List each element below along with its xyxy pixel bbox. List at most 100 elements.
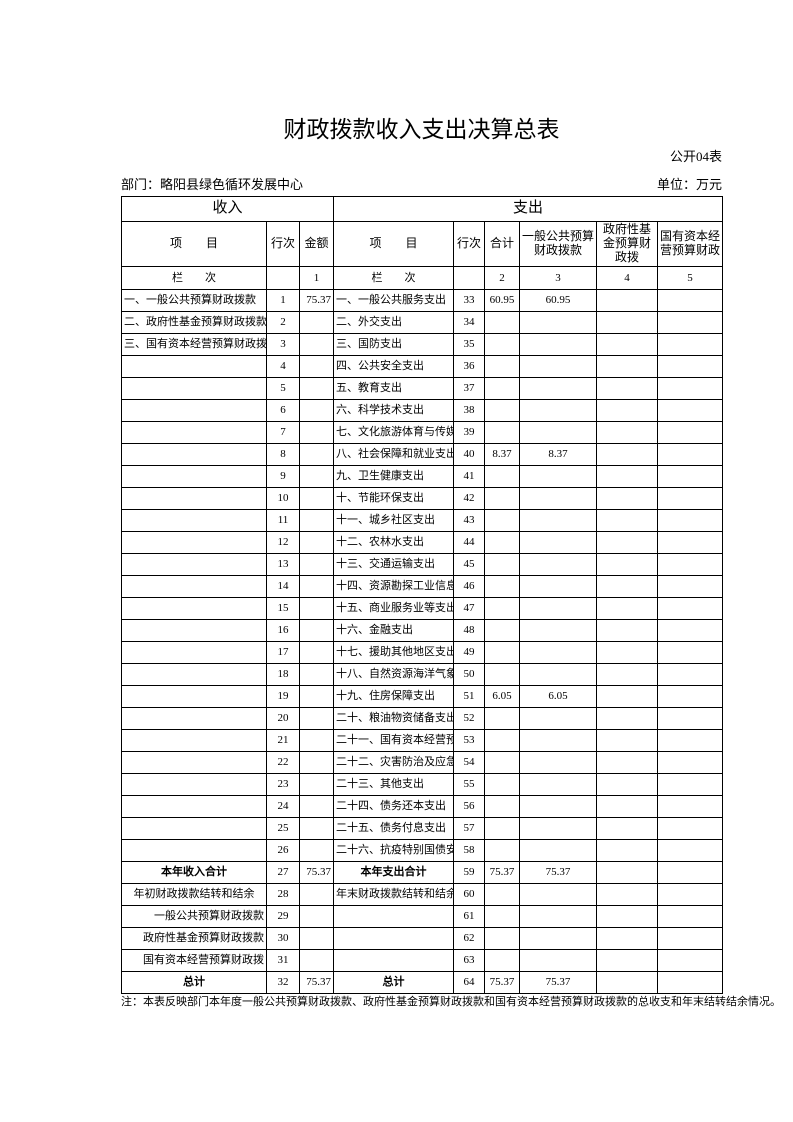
cell <box>299 311 334 334</box>
table-row: 4 四、公共安全支出 36 <box>121 355 724 378</box>
cell <box>299 751 334 774</box>
cell <box>121 663 267 686</box>
cell <box>121 729 267 752</box>
cell <box>484 553 520 576</box>
cell: 合计 <box>484 221 520 267</box>
cell: 39 <box>453 421 485 444</box>
cell <box>519 773 597 796</box>
cell: 政府性基金预算财政拨 <box>596 221 658 267</box>
cell <box>656 685 724 708</box>
cell <box>519 729 597 752</box>
cell: 四、公共安全支出 <box>333 355 454 378</box>
cell: 28 <box>266 883 300 906</box>
cell: 6 <box>266 399 300 422</box>
cell: 5 <box>656 266 724 290</box>
cell <box>519 707 597 730</box>
cell: 51 <box>453 685 485 708</box>
cell: 年初财政拨款结转和结余 <box>121 883 267 906</box>
table-row: 23 二十三、其他支出 55 <box>121 773 724 796</box>
cell <box>121 421 267 444</box>
cell: 二十、粮油物资储备支出 <box>333 707 454 730</box>
cell: 62 <box>453 927 485 950</box>
cell: 二、外交支出 <box>333 311 454 334</box>
cell <box>484 949 520 972</box>
cell: 8.37 <box>484 443 520 466</box>
cell: 8 <box>266 443 300 466</box>
cell <box>299 619 334 642</box>
cell <box>519 377 597 400</box>
table-row: 24 二十四、债务还本支出 56 <box>121 795 724 818</box>
table-row: 16 十六、金融支出 48 <box>121 619 724 642</box>
cell: 33 <box>453 289 485 312</box>
cell <box>333 949 454 972</box>
cell: 22 <box>266 751 300 774</box>
cell: 60 <box>453 883 485 906</box>
cell <box>519 311 597 334</box>
cell <box>596 289 658 312</box>
cell: 2 <box>266 311 300 334</box>
cell: 45 <box>453 553 485 576</box>
cell <box>596 509 658 532</box>
cell: 43 <box>453 509 485 532</box>
cell: 行次 <box>453 221 485 267</box>
cell <box>519 355 597 378</box>
cell <box>656 553 724 576</box>
table-row: 12 十二、农林水支出 44 <box>121 531 724 554</box>
cell <box>596 817 658 840</box>
cell: 13 <box>266 553 300 576</box>
cell: 41 <box>453 465 485 488</box>
cell: 63 <box>453 949 485 972</box>
cell <box>656 487 724 510</box>
cell <box>656 773 724 796</box>
cell <box>299 685 334 708</box>
cell: 6.05 <box>484 685 520 708</box>
cell <box>596 311 658 334</box>
cell: 11 <box>266 509 300 532</box>
cell <box>596 487 658 510</box>
cell <box>656 575 724 598</box>
cell: 二十三、其他支出 <box>333 773 454 796</box>
cell: 总计 <box>121 971 267 994</box>
cell <box>484 773 520 796</box>
table-row: 总计 32 75.37 总计 64 75.37 75.37 <box>121 971 724 994</box>
table-body: 收入 支出 项 目行次 金额项 目行次 合计 一般公共预算财政拨款 政府性基金预算财政拨… <box>121 196 724 994</box>
table-row: 18 十八、自然资源海洋气象等50 <box>121 663 724 686</box>
cell <box>484 311 520 334</box>
cell: 24 <box>266 795 300 818</box>
cell <box>596 597 658 620</box>
cell: 十、节能环保支出 <box>333 487 454 510</box>
cell <box>519 619 597 642</box>
cell: 本年支出合计 <box>333 861 454 884</box>
cell: 46 <box>453 575 485 598</box>
cell: 3 <box>519 266 597 290</box>
cell <box>484 641 520 664</box>
table-row: 本年收入合计 27 75.37 本年支出合计 59 75.37 75.37 <box>121 861 724 884</box>
table-row: 17 十七、援助其他地区支出 49 <box>121 641 724 664</box>
cell <box>596 619 658 642</box>
cell: 二十五、债务付息支出 <box>333 817 454 840</box>
cell: 4 <box>596 266 658 290</box>
cell <box>596 355 658 378</box>
cell: 34 <box>453 311 485 334</box>
cell: 一、一般公共预算财政拨款 <box>121 289 267 312</box>
cell <box>121 707 267 730</box>
cell: 26 <box>266 839 300 862</box>
cell: 项 目 <box>333 221 454 267</box>
table-row: 8 八、社会保障和就业支出 40 8.37 8.37 <box>121 443 724 466</box>
cell: 栏 次 <box>121 266 267 290</box>
cell: 17 <box>266 641 300 664</box>
cell <box>299 641 334 664</box>
cell: 50 <box>453 663 485 686</box>
cell <box>596 663 658 686</box>
cell: 54 <box>453 751 485 774</box>
cell: 19 <box>266 685 300 708</box>
cell: 2 <box>484 266 520 290</box>
cell: 项 目 <box>121 221 267 267</box>
table-row: 25 二十五、债务付息支出 57 <box>121 817 724 840</box>
cell <box>484 597 520 620</box>
cell: 42 <box>453 487 485 510</box>
cell <box>596 861 658 884</box>
cell: 3 <box>266 333 300 356</box>
section-row: 收入 支出 <box>121 196 724 222</box>
cell: 75.37 <box>484 971 520 994</box>
